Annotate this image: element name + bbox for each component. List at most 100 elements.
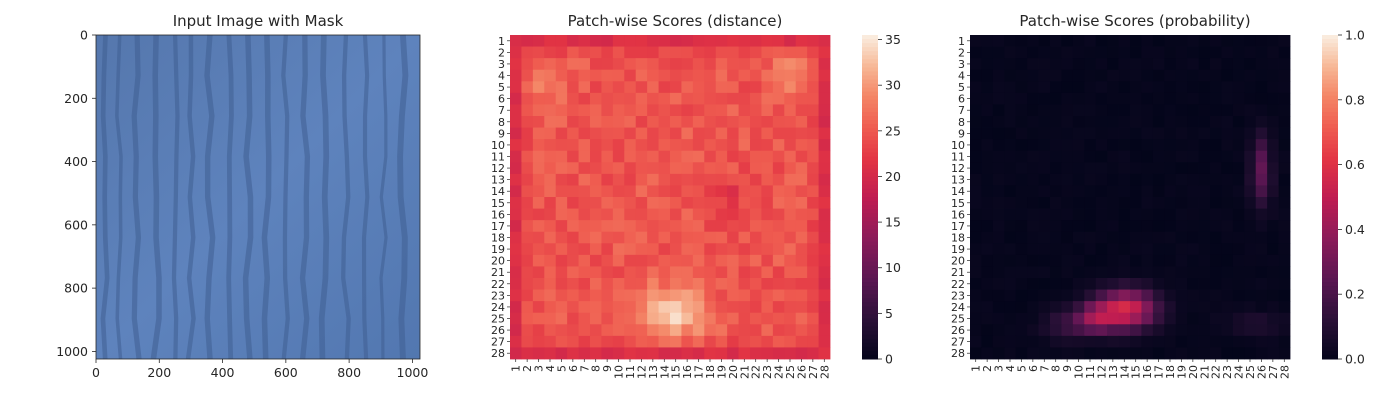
heatmap-cell: [647, 81, 659, 94]
heatmap-cell: [681, 254, 694, 267]
heatmap-cell: [1084, 312, 1097, 325]
heatmap-cell: [1084, 301, 1097, 314]
heatmap-cell: [1141, 220, 1154, 233]
colorbar-segment: [1322, 241, 1338, 247]
heatmap-cell: [1107, 243, 1119, 256]
col-label: 9: [1061, 365, 1074, 372]
heatmap-cell: [981, 231, 994, 244]
row-label: 5: [958, 81, 965, 94]
colorbar-segment: [1322, 39, 1338, 44]
heatmap-cell: [532, 150, 545, 163]
heatmap-cell: [624, 104, 637, 117]
heatmap-cell: [1050, 46, 1062, 59]
heatmap-cell: [970, 81, 982, 94]
heatmap-cell: [1187, 289, 1199, 302]
heatmap-cell: [1050, 243, 1062, 256]
col-label: 25: [784, 365, 797, 379]
colorbar-segment: [862, 310, 878, 315]
heatmap-cell: [670, 231, 682, 244]
colorbar-segment: [862, 75, 878, 81]
heatmap-cell: [590, 69, 602, 82]
heatmap-cell: [704, 127, 717, 140]
heatmap-cell: [555, 301, 568, 314]
heatmap-cell: [1084, 69, 1097, 82]
row-label: 8: [958, 116, 965, 129]
heatmap-cell: [1141, 347, 1154, 360]
heatmap-cell: [784, 58, 797, 71]
heatmap-cell: [612, 104, 625, 117]
heatmap-cell: [544, 231, 557, 244]
heatmap-cell: [681, 69, 694, 82]
col-label: 2: [521, 365, 534, 372]
heatmap-cell: [1050, 208, 1062, 221]
heatmap-cell: [647, 58, 659, 71]
heatmap-cell: [970, 301, 982, 314]
heatmap-cell: [970, 35, 982, 47]
colorbar-segment: [1322, 132, 1338, 137]
heatmap-cell: [992, 139, 1005, 152]
heatmap-cell: [727, 208, 739, 221]
heatmap-cell: [715, 243, 728, 256]
heatmap-cell: [1187, 220, 1199, 233]
heatmap-cell: [1232, 312, 1245, 325]
colorbar-segment: [1322, 47, 1338, 52]
heatmap-cell: [555, 231, 568, 244]
heatmap-cell: [601, 139, 614, 152]
heatmap-cell: [818, 116, 831, 128]
heatmap-cell: [1244, 127, 1257, 140]
heatmap-cell: [670, 312, 682, 325]
colorbar-segment: [862, 237, 878, 243]
heatmap-cell: [1221, 231, 1234, 244]
heatmap-cell: [1255, 324, 1268, 337]
heatmap-cell: [1175, 254, 1188, 267]
heatmap-cell: [670, 116, 682, 128]
heatmap-cell: [1267, 335, 1279, 348]
heatmap-cell: [521, 104, 534, 117]
heatmap-cell: [590, 220, 602, 233]
heatmap-cell: [1152, 197, 1165, 209]
heatmap-cell: [1118, 278, 1131, 290]
heatmap-cell: [1175, 116, 1188, 128]
heatmap-cell: [1061, 173, 1074, 186]
heatmap-cell: [727, 150, 739, 163]
heatmap-cell: [692, 231, 705, 244]
heatmap-cell: [772, 243, 785, 256]
heatmap-cell: [1015, 173, 1028, 186]
heatmap-cell: [1198, 335, 1211, 348]
heatmap-cell: [647, 162, 659, 175]
heatmap-cell: [670, 162, 682, 175]
colorbar-segment: [862, 63, 878, 68]
colorbar-segment: [862, 140, 878, 145]
heatmap-cell: [1095, 185, 1108, 198]
heatmap-cell: [1004, 254, 1017, 267]
heatmap-cell: [1198, 243, 1211, 256]
heatmap-cell: [692, 139, 705, 152]
colorbar-segment: [1322, 261, 1338, 267]
heatmap-cell: [1061, 197, 1074, 209]
colorbar-segment: [862, 107, 878, 113]
heatmap-cell: [1175, 335, 1188, 348]
heatmap-cell: [761, 347, 774, 360]
heatmap-cell: [1255, 81, 1268, 94]
heatmap-cell: [807, 335, 819, 348]
x-tick-label: 200: [147, 365, 171, 380]
colorbar-tick-label: 0.6: [1345, 157, 1365, 172]
colorbar-segment: [862, 35, 878, 40]
heatmap-cell: [601, 289, 614, 302]
heatmap-cell: [624, 243, 637, 256]
heatmap-cell: [1267, 104, 1279, 117]
heatmap-cell: [601, 278, 614, 290]
heatmap-cell: [992, 220, 1005, 233]
heatmap-cell: [521, 301, 534, 314]
heatmap-cell: [738, 243, 751, 256]
heatmap-cell: [1267, 278, 1279, 290]
heatmap-cell: [1152, 104, 1165, 117]
row-label: 22: [951, 278, 965, 291]
heatmap-cell: [1038, 139, 1051, 152]
heatmap-cell: [1107, 69, 1119, 82]
heatmap-cell: [578, 69, 591, 82]
heatmap-cell: [1084, 266, 1097, 279]
heatmap-cell: [521, 139, 534, 152]
heatmap-cell: [1141, 81, 1154, 94]
heatmap-cell: [727, 139, 739, 152]
